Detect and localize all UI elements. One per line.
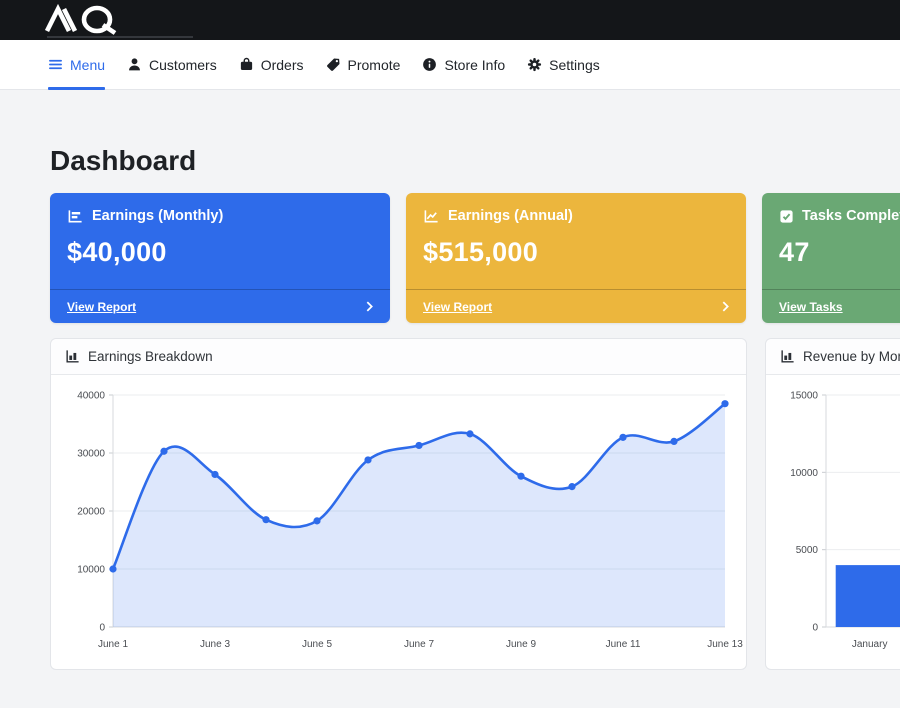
svg-text:June 3: June 3 — [200, 639, 230, 650]
charts-row: Earnings Breakdown 0 10000 20000 30000 40000… — [50, 338, 900, 670]
bar-chart-icon — [68, 209, 82, 222]
earnings-breakdown-card: Earnings Breakdown 0 10000 20000 30000 40000… — [50, 338, 747, 670]
gear-icon — [528, 57, 542, 72]
nav-item-settings[interactable]: Settings — [527, 40, 600, 89]
svg-text:10000: 10000 — [77, 565, 105, 576]
stat-card-value: $515,000 — [423, 237, 539, 267]
view-tasks-link[interactable]: View Tasks — [762, 289, 900, 323]
svg-text:0: 0 — [99, 623, 105, 634]
info-circle-icon — [423, 58, 437, 71]
top-header — [0, 0, 900, 40]
nav-label-store-info: Store Info — [444, 56, 506, 73]
stat-card-title: Tasks Completed — [802, 208, 900, 224]
stat-card-earnings-annual: Earnings (Annual) $515,000 View Report — [406, 193, 746, 323]
svg-text:June 7: June 7 — [404, 639, 434, 650]
stat-cards-row: Earnings (Monthly) $40,000 View Report — [50, 193, 900, 323]
hamburger-icon — [49, 59, 62, 70]
column-chart-icon — [66, 350, 79, 363]
nav-item-orders[interactable]: Orders — [239, 40, 304, 89]
svg-text:10000: 10000 — [790, 468, 818, 479]
dashboard-page: Dashboard Earnings (Monthly) $40,000 — [0, 90, 900, 670]
brand-logo[interactable] — [44, 3, 193, 38]
check-square-icon — [780, 209, 793, 223]
stat-card-value: $40,000 — [67, 237, 167, 267]
svg-text:June 11: June 11 — [606, 639, 641, 650]
chevron-right-icon — [366, 301, 373, 312]
stat-card-title: Earnings (Annual) — [448, 208, 573, 224]
stat-card-tasks-completed: Tasks Completed 47 View Tasks — [762, 193, 900, 323]
column-chart-icon — [781, 350, 794, 363]
svg-text:30000: 30000 — [77, 449, 105, 460]
nav-item-store-info[interactable]: Store Info — [422, 40, 505, 89]
main-nav: Menu Customers Orders Promote — [0, 40, 900, 90]
app: Menu Customers Orders Promote — [0, 0, 900, 670]
logo-underline — [47, 36, 193, 38]
brand-logo-icon — [44, 3, 117, 35]
nav-item-promote[interactable]: Promote — [326, 40, 401, 89]
stat-card-title: Earnings (Monthly) — [92, 208, 224, 224]
chart-title: Revenue by Month — [803, 349, 900, 364]
svg-text:June 5: June 5 — [302, 639, 332, 650]
svg-text:January: January — [852, 639, 888, 650]
stat-card-earnings-monthly: Earnings (Monthly) $40,000 View Report — [50, 193, 390, 323]
svg-text:20000: 20000 — [77, 507, 105, 518]
active-tab-underline — [48, 87, 106, 90]
revenue-by-month-chart: 0 5000 10000 15000 January — [790, 391, 900, 650]
revenue-by-month-card: Revenue by Month 0 5000 10000 15000 January — [765, 338, 900, 670]
stat-card-value: 47 — [779, 237, 810, 267]
svg-text:June 9: June 9 — [506, 639, 536, 650]
svg-text:15000: 15000 — [790, 391, 818, 402]
chevron-right-icon — [722, 301, 729, 312]
shopping-bag-icon — [240, 57, 252, 70]
view-report-link-monthly[interactable]: View Report — [50, 289, 390, 323]
chart-title: Earnings Breakdown — [88, 349, 213, 364]
nav-label-orders: Orders — [260, 56, 304, 73]
view-report-link-annual[interactable]: View Report — [406, 289, 746, 323]
svg-text:40000: 40000 — [77, 391, 105, 402]
svg-text:5000: 5000 — [796, 545, 819, 556]
earnings-breakdown-chart: 0 10000 20000 30000 40000 June 1 June 3 June 5 J… — [77, 391, 743, 651]
svg-text:June 1: June 1 — [98, 639, 128, 650]
nav-item-customers[interactable]: Customers — [127, 40, 217, 89]
nav-label-store-promote: Promote — [347, 56, 401, 73]
nav-label-menu: Menu — [70, 56, 106, 73]
nav-label-customers: Customers — [149, 56, 217, 73]
nav-item-menu[interactable]: Menu — [48, 40, 106, 90]
nav-label-settings: Settings — [549, 56, 600, 73]
tag-icon — [326, 58, 340, 71]
person-icon — [129, 58, 140, 71]
page-title: Dashboard — [50, 145, 197, 176]
svg-text:0: 0 — [812, 623, 818, 634]
line-chart-icon — [424, 209, 438, 222]
svg-text:June 13: June 13 — [707, 639, 743, 650]
